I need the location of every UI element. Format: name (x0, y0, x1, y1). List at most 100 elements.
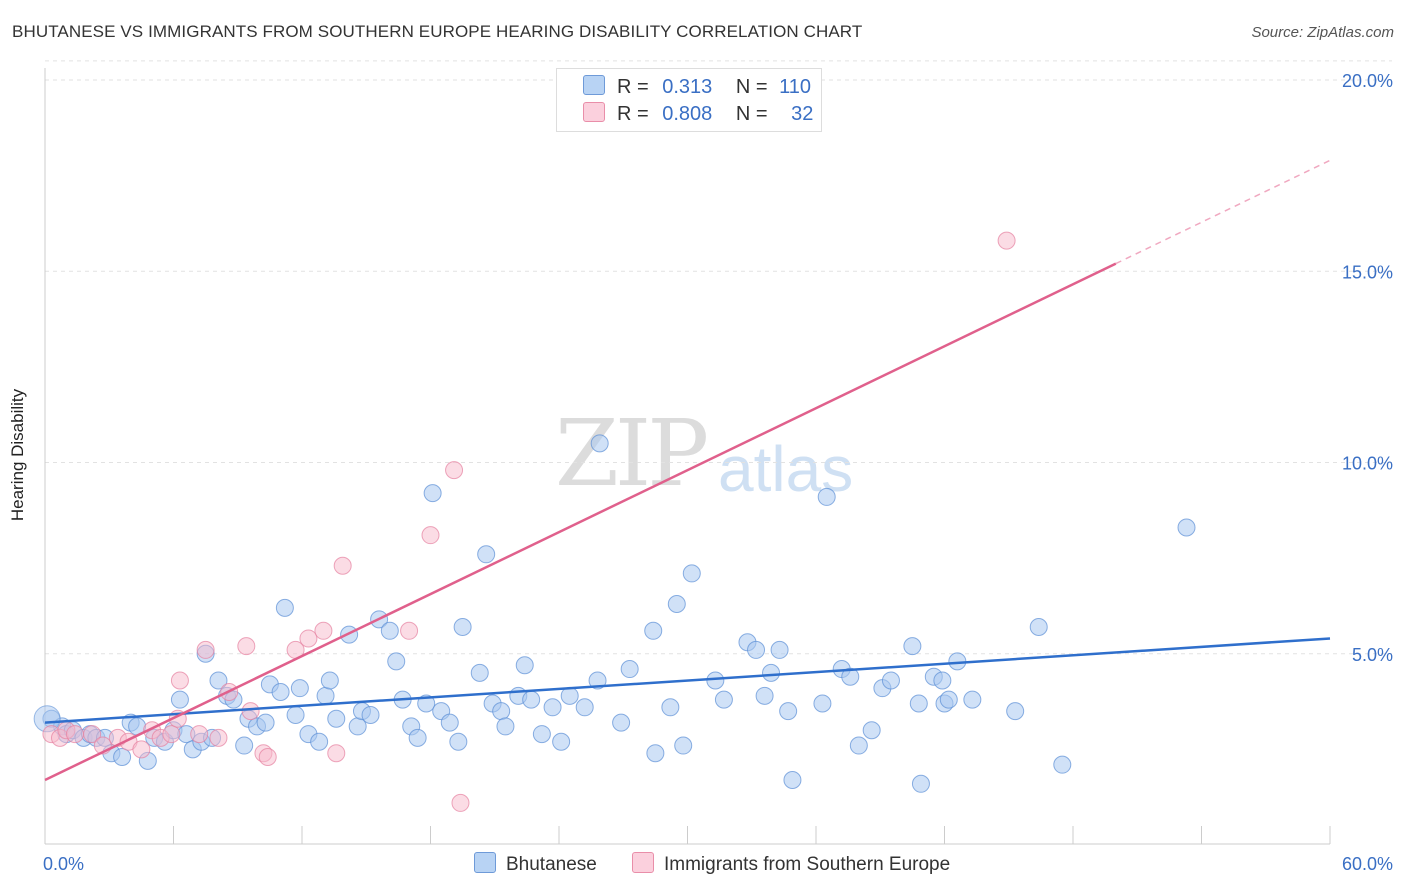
bhutanese-point (453, 617, 472, 636)
legend-row-southern-europe: R = 0.808 N = 32 (583, 102, 813, 126)
legend-r-value: 0.808 (662, 103, 713, 125)
southern-europe-point (241, 702, 260, 721)
bhutanese-point (590, 434, 609, 453)
bhutanese-point (380, 621, 399, 640)
y-tick-label: 15.0% (1342, 262, 1393, 282)
bhutanese-point (449, 732, 468, 751)
legend-swatch-blue (583, 75, 605, 95)
bhutanese-point (783, 770, 802, 789)
source-credit: Source: ZipAtlas.com (1251, 24, 1394, 41)
bhutanese-trend-line (44, 637, 1331, 724)
bhutanese-point (387, 652, 406, 671)
bhutanese-point (492, 702, 511, 721)
bhutanese-point (909, 694, 928, 713)
southern-europe-point (65, 725, 84, 744)
southern-europe-point (162, 725, 181, 744)
bhutanese-point (646, 744, 665, 763)
bhutanese-point (271, 683, 290, 701)
bottom-legend-swatch-pink (632, 852, 654, 873)
bhutanese-point (209, 671, 228, 690)
series-bhutanese-points (33, 434, 1196, 793)
legend-n-value: 32 (791, 103, 814, 125)
bottom-legend-bhutanese: Bhutanese (474, 852, 597, 876)
bhutanese-point (841, 667, 860, 686)
southern-europe-point (209, 728, 228, 747)
bhutanese-point (1029, 617, 1048, 636)
bottom-legend-southern-europe: Immigrants from Southern Europe (632, 852, 950, 876)
southern-europe-trend-extension (1115, 159, 1331, 265)
bhutanese-point (674, 736, 693, 755)
stats-legend: R = 0.313 N = 110 R = 0.808 N = 32 (556, 68, 822, 132)
southern-europe-point (132, 740, 151, 759)
bhutanese-point (290, 679, 309, 698)
southern-europe-point (445, 461, 464, 480)
bottom-legend-label: Bhutanese (506, 854, 597, 875)
bhutanese-point (779, 702, 798, 721)
legend-n-value: 110 (779, 76, 812, 98)
bottom-legend-label: Immigrants from Southern Europe (664, 854, 951, 875)
bhutanese-point (747, 640, 766, 659)
bhutanese-point (496, 717, 515, 736)
southern-europe-point (299, 629, 318, 648)
legend-n-label: N = (735, 103, 768, 125)
bhutanese-point (286, 705, 305, 724)
bhutanese-point (762, 663, 781, 682)
bhutanese-point (849, 736, 868, 755)
bhutanese-point (903, 637, 922, 656)
watermark-zip: ZIP (555, 400, 709, 507)
bhutanese-point (470, 663, 489, 682)
bhutanese-point (714, 690, 733, 709)
y-axis-label: Hearing Disability (8, 388, 27, 522)
y-tick-label: 20.0% (1342, 71, 1393, 91)
southern-europe-point (258, 748, 277, 767)
bhutanese-point (113, 748, 132, 767)
bhutanese-point (813, 694, 832, 713)
gridlines (45, 60, 1392, 655)
bhutanese-point (235, 736, 254, 755)
axes (44, 68, 1331, 845)
southern-europe-point (400, 621, 419, 640)
southern-europe-point (314, 621, 333, 640)
southern-europe-point (190, 725, 209, 744)
bhutanese-point (588, 671, 607, 690)
bhutanese-point (667, 595, 686, 614)
southern-europe-point (237, 637, 256, 656)
bhutanese-point (417, 694, 436, 713)
southern-europe-trend-line (44, 262, 1117, 782)
bhutanese-point (515, 656, 534, 675)
southern-europe-point (997, 231, 1016, 250)
bhutanese-point (361, 705, 380, 724)
bhutanese-point (911, 774, 930, 793)
bhutanese-point (933, 671, 952, 690)
bhutanese-point (408, 728, 427, 747)
southern-europe-point (327, 744, 346, 763)
bhutanese-point (327, 709, 346, 728)
bhutanese-point (881, 671, 900, 690)
southern-europe-point (170, 671, 189, 690)
tick-labels: 5.0% 10.0% 15.0% 20.0% 0.0% 60.0% (43, 71, 1393, 874)
southern-europe-point (333, 556, 352, 575)
bhutanese-point (620, 660, 639, 679)
southern-europe-point (421, 526, 440, 545)
bottom-legend-swatch-blue (474, 852, 496, 873)
bhutanese-point (423, 484, 442, 503)
bhutanese-point (612, 713, 631, 732)
bhutanese-point (1177, 518, 1196, 537)
legend-swatch-pink (583, 102, 605, 122)
y-tick-label: 10.0% (1342, 454, 1393, 474)
y-tick-label: 5.0% (1352, 645, 1393, 665)
bhutanese-point (575, 698, 594, 717)
bhutanese-point (661, 698, 680, 717)
bhutanese-point (170, 690, 189, 709)
bhutanese-point (310, 732, 329, 751)
legend-r-value: 0.313 (662, 76, 713, 98)
bhutanese-point (275, 598, 294, 617)
bhutanese-point (817, 487, 836, 506)
bhutanese-point (320, 671, 339, 690)
bhutanese-point (522, 690, 541, 709)
bhutanese-point (477, 545, 496, 564)
x-tick-label: 60.0% (1342, 854, 1393, 874)
bhutanese-point (963, 690, 982, 709)
chart-title: BHUTANESE VS IMMIGRANTS FROM SOUTHERN EU… (12, 22, 863, 41)
